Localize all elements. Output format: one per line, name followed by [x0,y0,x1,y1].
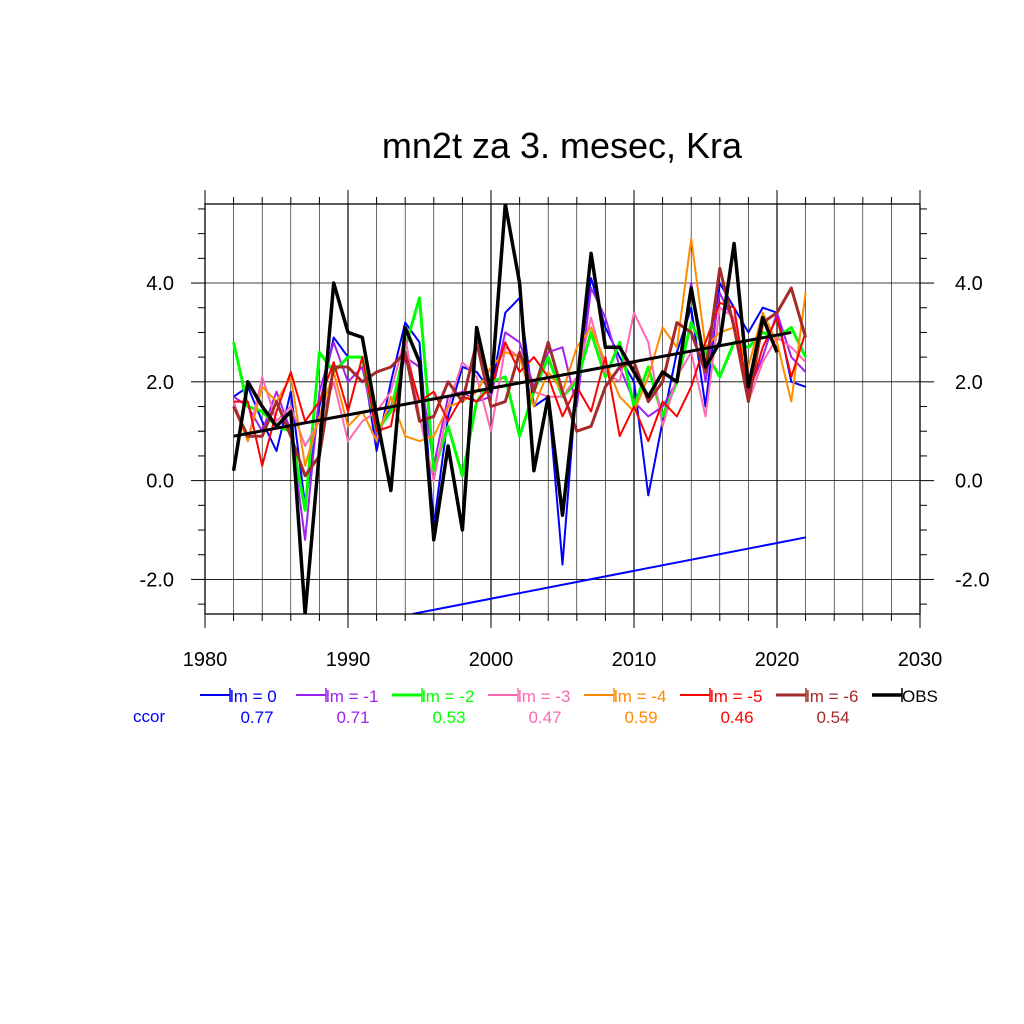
legend-label: lm = -2 [422,687,474,706]
legend-label: lm = 0 [230,687,277,706]
axes: 1980 1990 2000 2010 2020 2030 -2.0 -2.0 0.0 0.0 2.… [140,190,989,671]
trend-lines [233,330,806,614]
legend-label: lm = -4 [614,687,666,706]
series-line-6 [232,266,808,478]
y-tick-label-right: 0.0 [955,471,983,493]
y-tick-label-right: -2.0 [955,569,989,591]
x-tick-label: 2010 [612,649,657,671]
x-tick-label: 1980 [183,649,228,671]
legend-label: lm = -6 [806,687,858,706]
trend-line-0 [233,330,792,438]
legend-label: lm = -5 [710,687,762,706]
series-group [231,204,808,614]
y-tick-label-left: 4.0 [146,273,174,295]
y-tick-label-right: 4.0 [955,273,983,295]
plot-frame [204,203,921,615]
ccor-value: 0.71 [336,708,369,727]
legend: lm = 0 0.77 lm = -1 0.71 lm = -2 0.53 lm = -3 0… [133,687,938,727]
y-tick-label-left: -2.0 [140,569,174,591]
y-tick-label-right: 2.0 [955,372,983,394]
legend-label: lm = -1 [326,687,378,706]
x-tick-label: 2020 [755,649,800,671]
x-tick-label: 2030 [898,649,943,671]
y-tick-label-left: 2.0 [146,372,174,394]
trend-line-1 [412,536,806,614]
ccor-label: ccor [133,707,165,726]
x-tick-label: 1990 [326,649,371,671]
legend-label: lm = -3 [518,687,570,706]
series-line-7 [231,204,779,614]
ccor-value: 0.77 [240,708,273,727]
ccor-value: 0.59 [624,708,657,727]
y-tick-label-left: 0.0 [146,471,174,493]
ccor-value: 0.54 [816,708,849,727]
ccor-value: 0.53 [432,708,465,727]
legend-label: OBS [902,687,938,706]
ccor-value: 0.46 [720,708,753,727]
x-tick-label: 2000 [469,649,514,671]
ccor-value: 0.47 [528,708,561,727]
chart-title: mn2t za 3. mesec, Kra [382,125,743,166]
